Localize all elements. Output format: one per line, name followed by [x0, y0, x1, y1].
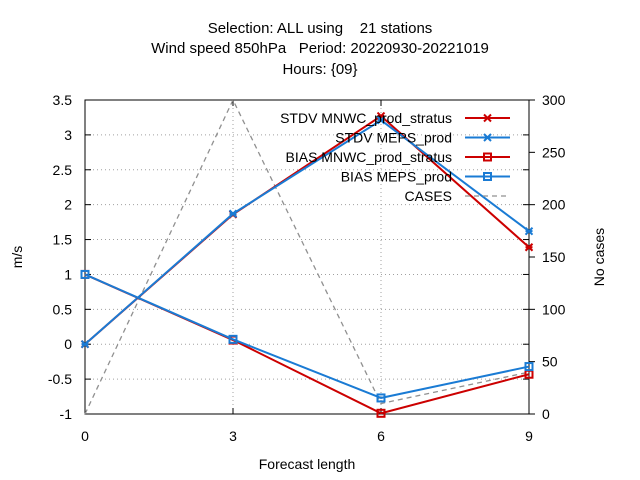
series-point-3: [376, 393, 386, 403]
series-point-1: [524, 226, 534, 236]
y2-tick-label: 0: [542, 406, 550, 422]
series-point-3: [80, 269, 90, 279]
y-tick-label: 1: [64, 266, 72, 282]
y-tick-label: 3.5: [53, 92, 73, 108]
series-point-2: [376, 408, 386, 418]
series-line-4: [84, 98, 530, 415]
y-axis-label: m/s: [9, 246, 25, 269]
y-tick-label: 3: [64, 127, 72, 143]
y-tick-label: -0.5: [48, 371, 72, 387]
y2-tick-label: 300: [542, 92, 566, 108]
x-axis-label: Forecast length: [259, 456, 356, 472]
series-line-2: [84, 273, 530, 415]
series-point-1: [376, 116, 386, 125]
series-point-1: [228, 209, 238, 218]
chart-title-line-3: Hours: {09}: [282, 61, 358, 78]
series-point-3: [524, 362, 534, 372]
legend-label: CASES: [405, 188, 452, 204]
series-point-1: [80, 340, 90, 349]
series-line-1: [84, 119, 530, 345]
x-tick-label: 0: [81, 428, 89, 444]
y2-tick-label: 200: [542, 197, 566, 213]
chart-title-line-1: Selection: ALL using 21 stations: [207, 20, 433, 37]
x-tick-label: 3: [229, 428, 237, 444]
series-point-0: [524, 243, 534, 252]
chart-title-line-2: Wind speed 850hPa Period: 20220930-20221…: [151, 40, 489, 57]
legend-label: BIAS MEPS_prod: [341, 169, 452, 185]
y-tick-label: 2: [64, 197, 72, 213]
legend-label: BIAS MNWC_prod_stratus: [286, 149, 453, 165]
y2-tick-label: 150: [542, 249, 566, 265]
legend-swatch-marker: [483, 152, 492, 162]
plot-frame: [84, 99, 530, 415]
y-tick-label: 0: [64, 336, 72, 352]
y2-tick-label: 250: [542, 144, 566, 160]
y-tick-label: -1: [60, 406, 73, 422]
legend-swatch-marker: [483, 113, 492, 123]
x-tick-label: 9: [525, 428, 533, 444]
y-tick-label: 2.5: [53, 162, 73, 178]
series-line-3: [84, 273, 530, 399]
y2-tick-label: 50: [542, 354, 558, 370]
y-tick-label: 1.5: [53, 232, 73, 248]
x-tick-label: 6: [377, 428, 385, 444]
y2-tick-label: 100: [542, 301, 566, 317]
y2-axis-label: No cases: [591, 228, 607, 286]
legend-label: STDV MEPS_prod: [335, 130, 452, 146]
legend-label: STDV MNWC_prod_stratus: [280, 110, 452, 126]
legend-swatch-marker: [483, 172, 492, 181]
series-point-3: [228, 334, 238, 344]
y-tick-label: 0.5: [53, 301, 73, 317]
legend-swatch-marker: [483, 133, 492, 142]
